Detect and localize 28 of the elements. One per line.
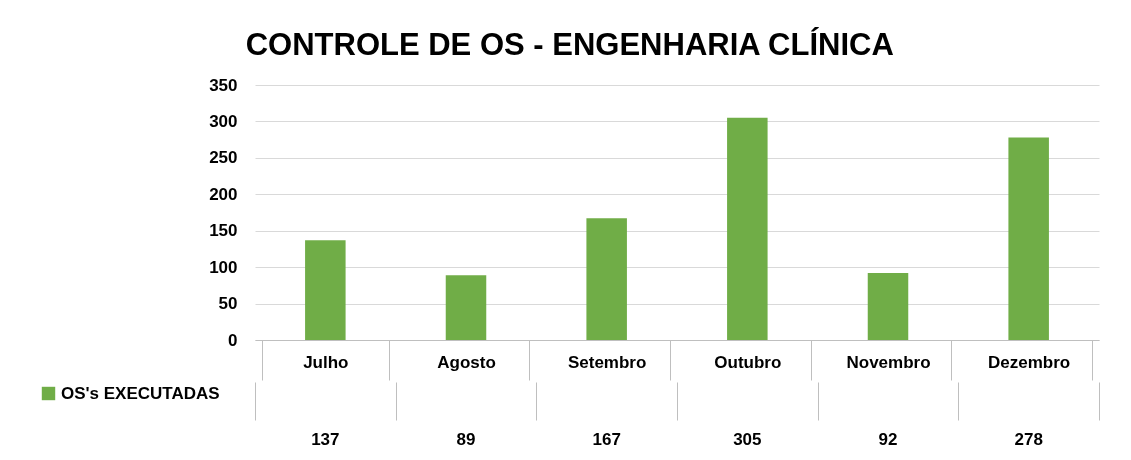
data-label: 278 (1014, 430, 1043, 449)
data-label: 305 (733, 430, 762, 449)
bar (1008, 137, 1049, 340)
x-tick-label: Julho (303, 352, 349, 372)
data-label: 137 (311, 430, 340, 449)
y-tick-label: 350 (209, 75, 238, 95)
y-tick-label: 50 (218, 294, 238, 314)
legend-label: OS's EXECUTADAS (61, 383, 220, 403)
bar (586, 218, 627, 340)
bar (727, 117, 768, 340)
data-label: 89 (456, 430, 476, 449)
y-tick-label: 300 (209, 111, 238, 131)
x-tick-label: Outubro (714, 352, 782, 372)
data-label: 167 (592, 430, 621, 449)
x-tick-label: Novembro (846, 352, 931, 372)
y-tick-label: 250 (209, 148, 238, 168)
data-label: 92 (878, 430, 898, 449)
y-tick-label: 100 (209, 257, 238, 277)
y-tick-label: 150 (209, 221, 238, 241)
bar (445, 275, 487, 340)
bar (305, 240, 346, 340)
chart-title: CONTROLE DE OS - ENGENHARIA CLÍNICA (245, 27, 894, 62)
y-tick-label: 200 (209, 184, 238, 204)
bar (867, 272, 909, 340)
x-tick-label: Setembro (567, 352, 647, 372)
y-tick-label: 0 (228, 330, 238, 350)
x-tick-label: Dezembro (988, 352, 1071, 372)
x-tick-label: Agosto (437, 352, 496, 372)
